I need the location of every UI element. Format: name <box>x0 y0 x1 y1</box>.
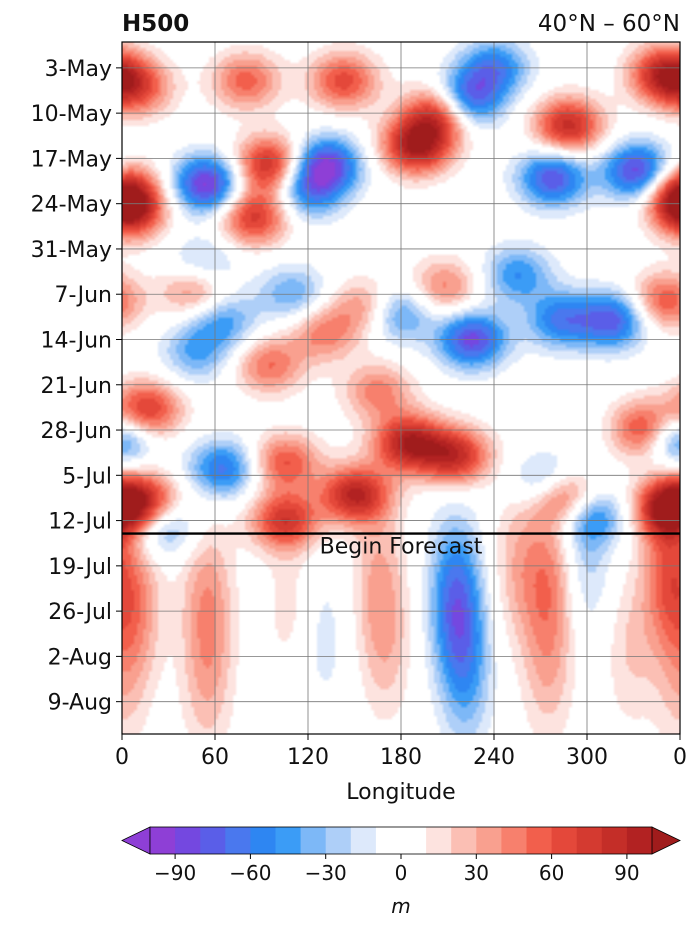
x-tick-label: 180 <box>380 745 422 770</box>
x-tick-label: 0 <box>673 745 687 770</box>
colorbar-swatch-14 <box>526 827 552 854</box>
y-tick-label: 26-Jul <box>48 600 112 625</box>
y-tick-label: 24-May <box>31 193 112 218</box>
colorbar-swatch-7 <box>325 827 352 854</box>
colorbar-swatch-16 <box>576 827 603 854</box>
y-tick-label: 2-Aug <box>48 645 112 670</box>
x-tick-label: 120 <box>287 745 329 770</box>
colorbar-label: m <box>391 894 410 918</box>
colorbar: −90 −60 −30 0 30 60 90 <box>121 826 681 885</box>
y-tick-label: 21-Jun <box>40 374 112 399</box>
y-tick-label: 7-Jun <box>54 283 112 308</box>
colorbar-under-arrow <box>121 826 151 855</box>
colorbar-swatch-6 <box>300 827 327 854</box>
colorbar-tick-label: 90 <box>614 861 639 885</box>
colorbar-swatch-4 <box>250 827 276 854</box>
colorbar-tick-label: 60 <box>539 861 564 885</box>
colorbar-swatch-10 <box>426 827 452 854</box>
colorbar-swatch-0 <box>150 827 176 854</box>
colorbar-tick-label: −60 <box>229 861 271 885</box>
grid-lines <box>122 42 680 734</box>
x-axis: 0 60 120 180 240 300 0 <box>115 734 687 770</box>
colorbar-swatch-11 <box>451 827 477 854</box>
colorbar-swatch-18 <box>626 827 653 854</box>
x-tick-label: 240 <box>473 745 515 770</box>
colorbar-swatch-15 <box>551 827 578 854</box>
colorbar-tick-label: 30 <box>464 861 489 885</box>
y-tick-label: 17-May <box>31 147 112 172</box>
colorbar-swatch-12 <box>476 827 502 854</box>
x-tick-label: 0 <box>115 745 129 770</box>
colorbar-over-arrow <box>651 826 681 855</box>
y-tick-label: 9-Aug <box>48 691 112 716</box>
colorbar-swatch-5 <box>275 827 301 854</box>
y-tick-label: 12-Jul <box>48 510 112 535</box>
x-tick-label: 60 <box>201 745 229 770</box>
colorbar-swatch-8 <box>350 827 377 854</box>
title-right: 40°N – 60°N <box>538 11 680 37</box>
y-tick-label: 10-May <box>31 102 112 127</box>
colorbar-swatch-3 <box>225 827 251 854</box>
title-left: H500 <box>122 11 189 37</box>
y-tick-label: 28-Jun <box>40 419 112 444</box>
y-tick-label: 31-May <box>31 238 112 263</box>
y-tick-label: 14-Jun <box>40 328 112 353</box>
colorbar-swatch-1 <box>175 827 201 854</box>
y-tick-label: 19-Jul <box>48 555 112 580</box>
y-tick-label: 3-May <box>45 57 112 82</box>
colorbar-swatch-13 <box>501 827 527 854</box>
colorbar-swatch-2 <box>200 827 226 854</box>
colorbar-swatch-17 <box>601 827 628 854</box>
x-axis-label: Longitude <box>346 780 455 805</box>
forecast-annotation: Begin Forecast <box>320 535 483 560</box>
colorbar-tick-label: 0 <box>395 861 408 885</box>
x-tick-label: 300 <box>566 745 608 770</box>
y-tick-label: 5-Jul <box>62 464 112 489</box>
colorbar-tick-label: −30 <box>305 861 347 885</box>
colorbar-swatch-9 <box>375 827 427 854</box>
y-axis: 3-May 10-May 17-May 24-May 31-May 7-Jun 14-Jun… <box>31 57 122 716</box>
colorbar-tick-label: −90 <box>154 861 196 885</box>
